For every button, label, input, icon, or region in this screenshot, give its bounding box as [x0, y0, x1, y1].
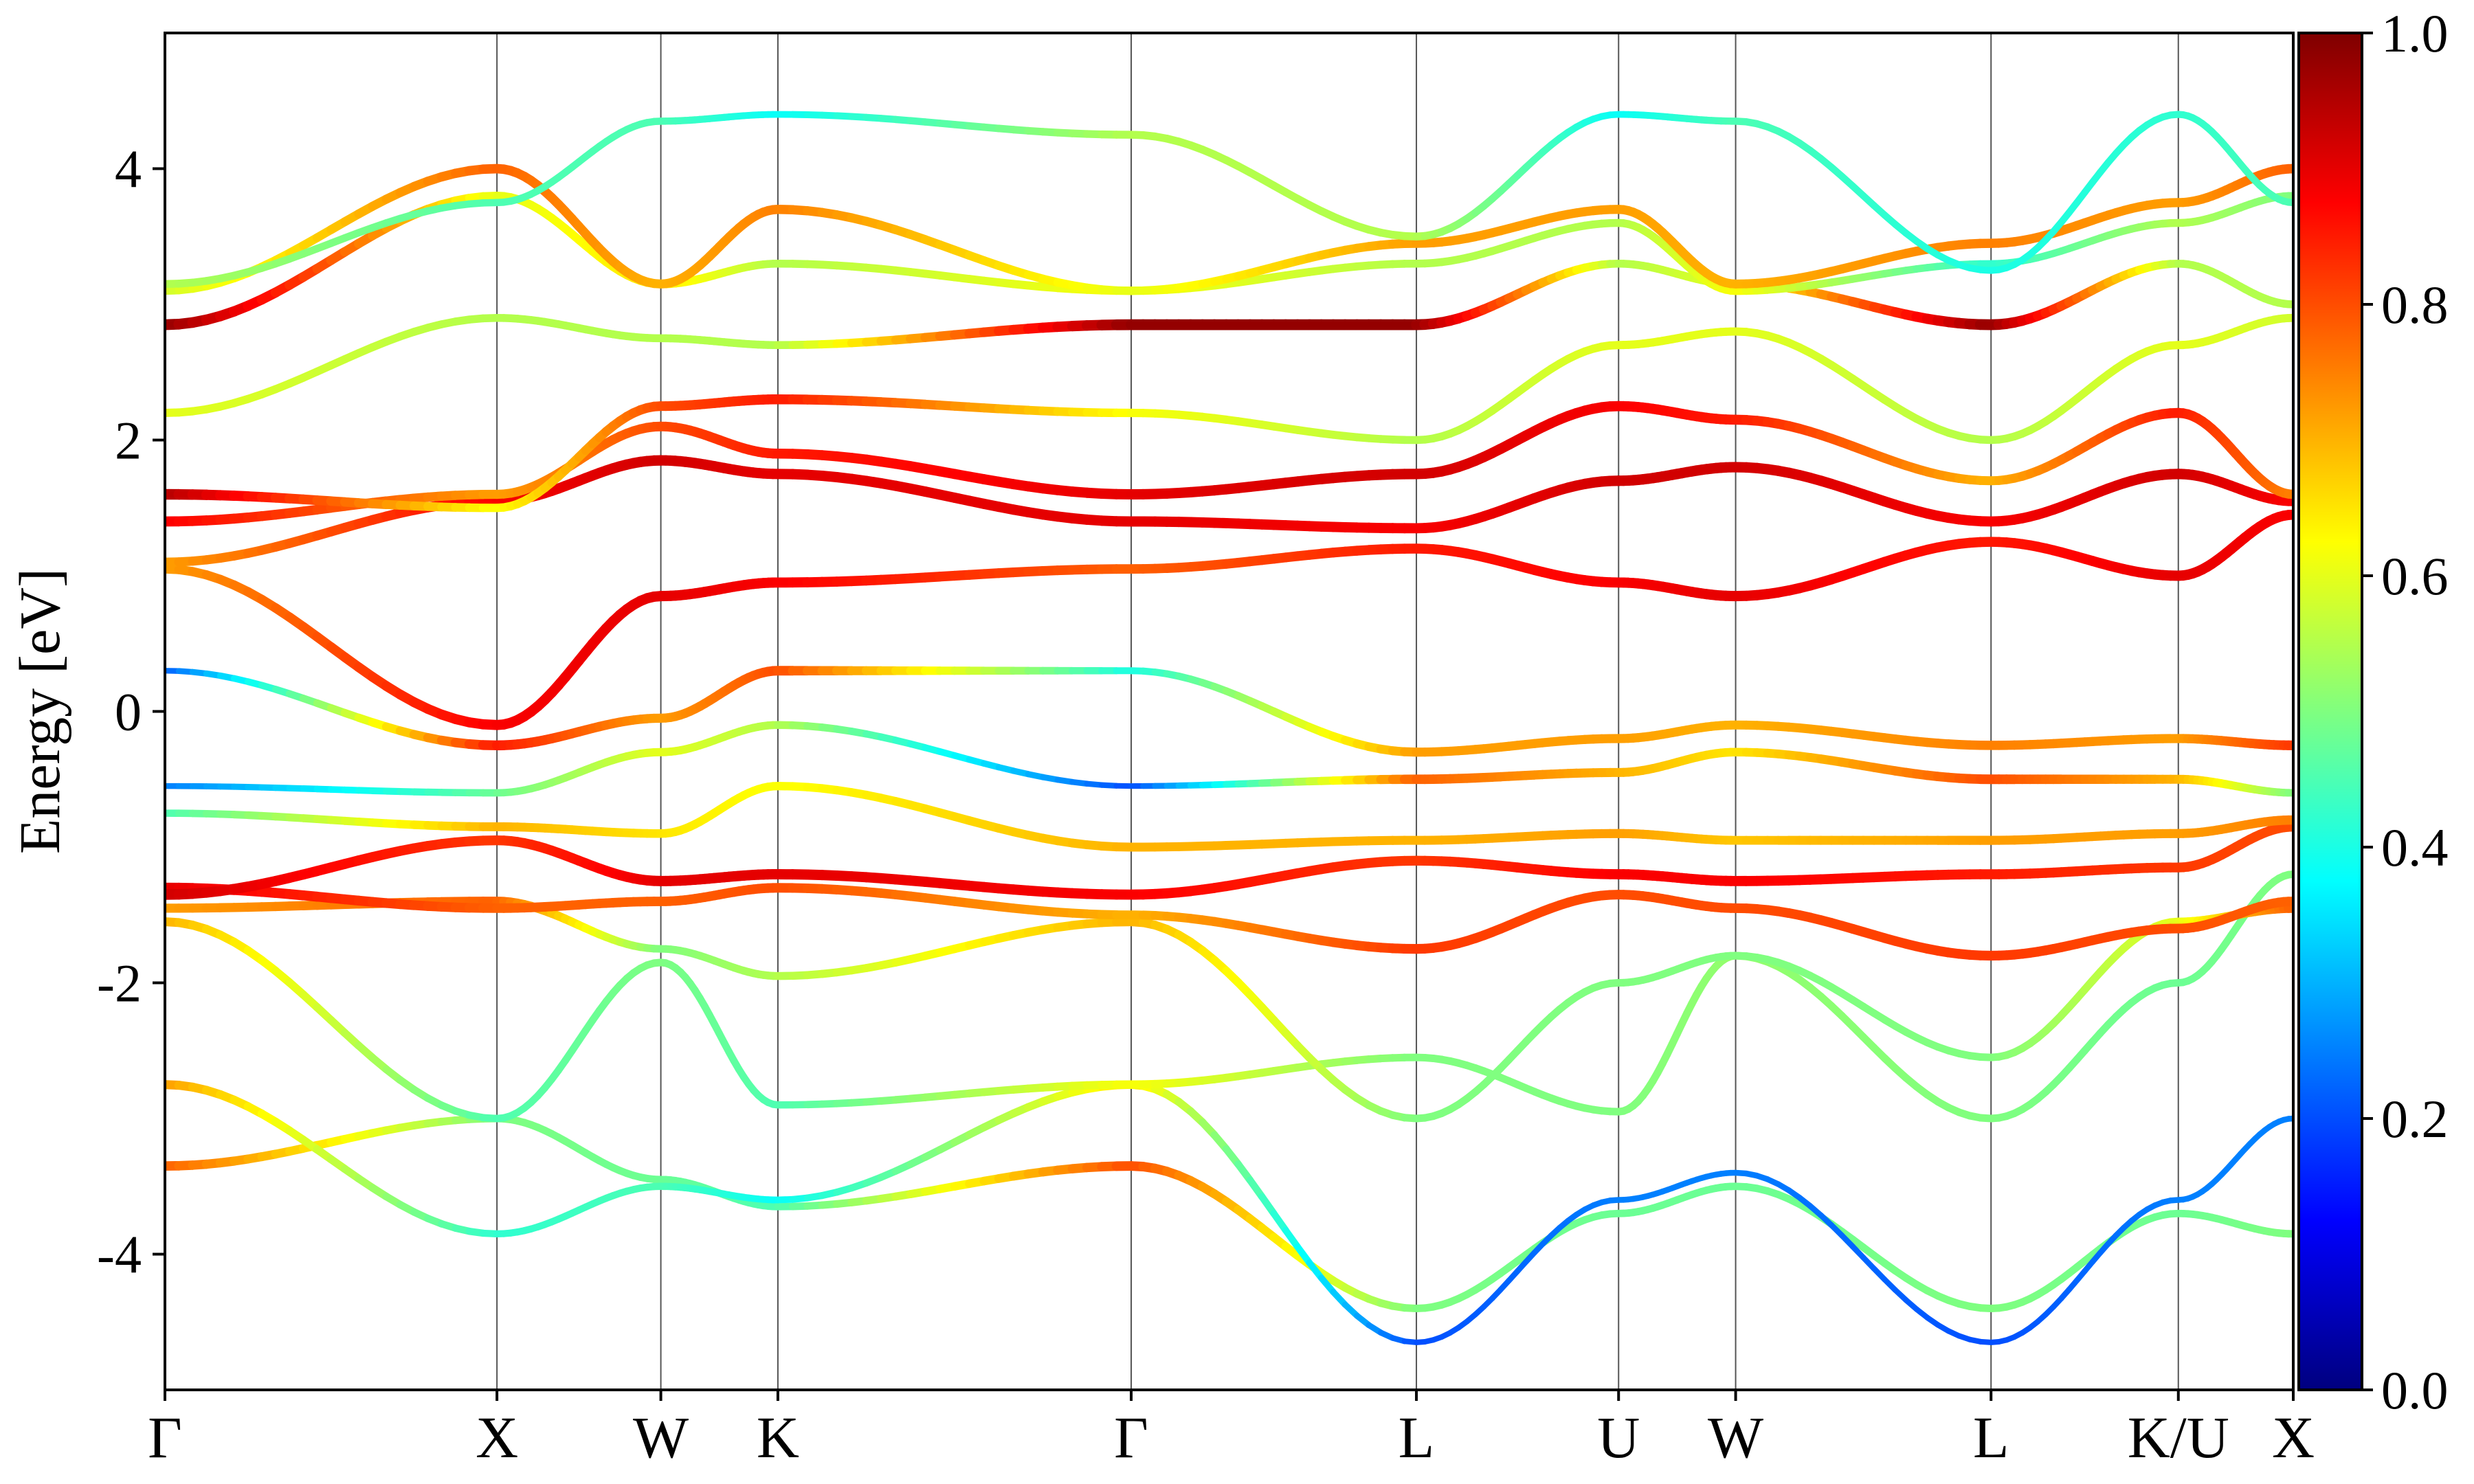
kpath-label: L	[1973, 1404, 2009, 1470]
y-tick-label: -4	[97, 1225, 142, 1285]
band	[165, 1080, 2293, 1345]
colorbar-tick-label: 0.0	[2381, 1360, 2449, 1420]
kpath-label: L	[1398, 1404, 1435, 1470]
band	[165, 164, 2293, 295]
kpath-label: Γ	[148, 1404, 182, 1470]
x-axis-kpath: Γ X W K Γ L U W L K/U X	[148, 1390, 2315, 1470]
band	[165, 782, 2293, 852]
colorbar: 0.0 0.2 0.4 0.6 0.8 1.0	[2297, 3, 2449, 1420]
colorbar-tick-label: 0.2	[2381, 1089, 2449, 1149]
colorbar-tick-label: 1.0	[2381, 3, 2449, 63]
band	[165, 313, 2293, 513]
kpath-label: Γ	[1114, 1404, 1148, 1470]
plot-frame	[164, 32, 2295, 1391]
band	[165, 111, 2293, 289]
band	[165, 721, 2293, 797]
colorbar-tick-label: 0.4	[2381, 818, 2449, 877]
band	[165, 897, 2293, 1123]
band	[165, 191, 2293, 330]
band-segment	[1270, 1210, 1289, 1234]
band	[165, 666, 2293, 757]
kpath-label: U	[1597, 1404, 1640, 1470]
kpath-label: X	[476, 1404, 518, 1470]
band	[165, 455, 2293, 567]
band	[165, 509, 2293, 730]
y-axis: 4 2 0 -2 -4	[97, 139, 165, 1285]
y-tick-label: -2	[97, 954, 142, 1013]
y-tick-label: 0	[115, 682, 142, 742]
kpath-label: K	[757, 1404, 799, 1470]
kpath-label: K/U	[2128, 1404, 2229, 1470]
band-lines	[165, 111, 2293, 1345]
band-segment	[1282, 1226, 1302, 1250]
kpath-label: W	[633, 1404, 689, 1470]
kpath-label: X	[2272, 1404, 2315, 1470]
kpath-label: W	[1708, 1404, 1763, 1470]
colorbar-tick-label: 0.8	[2381, 275, 2449, 335]
y-tick-label: 4	[115, 139, 142, 199]
y-axis-label: Energy [eV]	[8, 568, 72, 854]
high-symmetry-lines	[496, 33, 2179, 1390]
band	[165, 882, 2293, 961]
colorbar-tick-label: 0.6	[2381, 546, 2449, 606]
colorbar-gradient	[2297, 32, 2363, 1391]
band	[165, 822, 2293, 900]
y-tick-label: 2	[115, 411, 142, 471]
band-segment	[1294, 1243, 1313, 1266]
